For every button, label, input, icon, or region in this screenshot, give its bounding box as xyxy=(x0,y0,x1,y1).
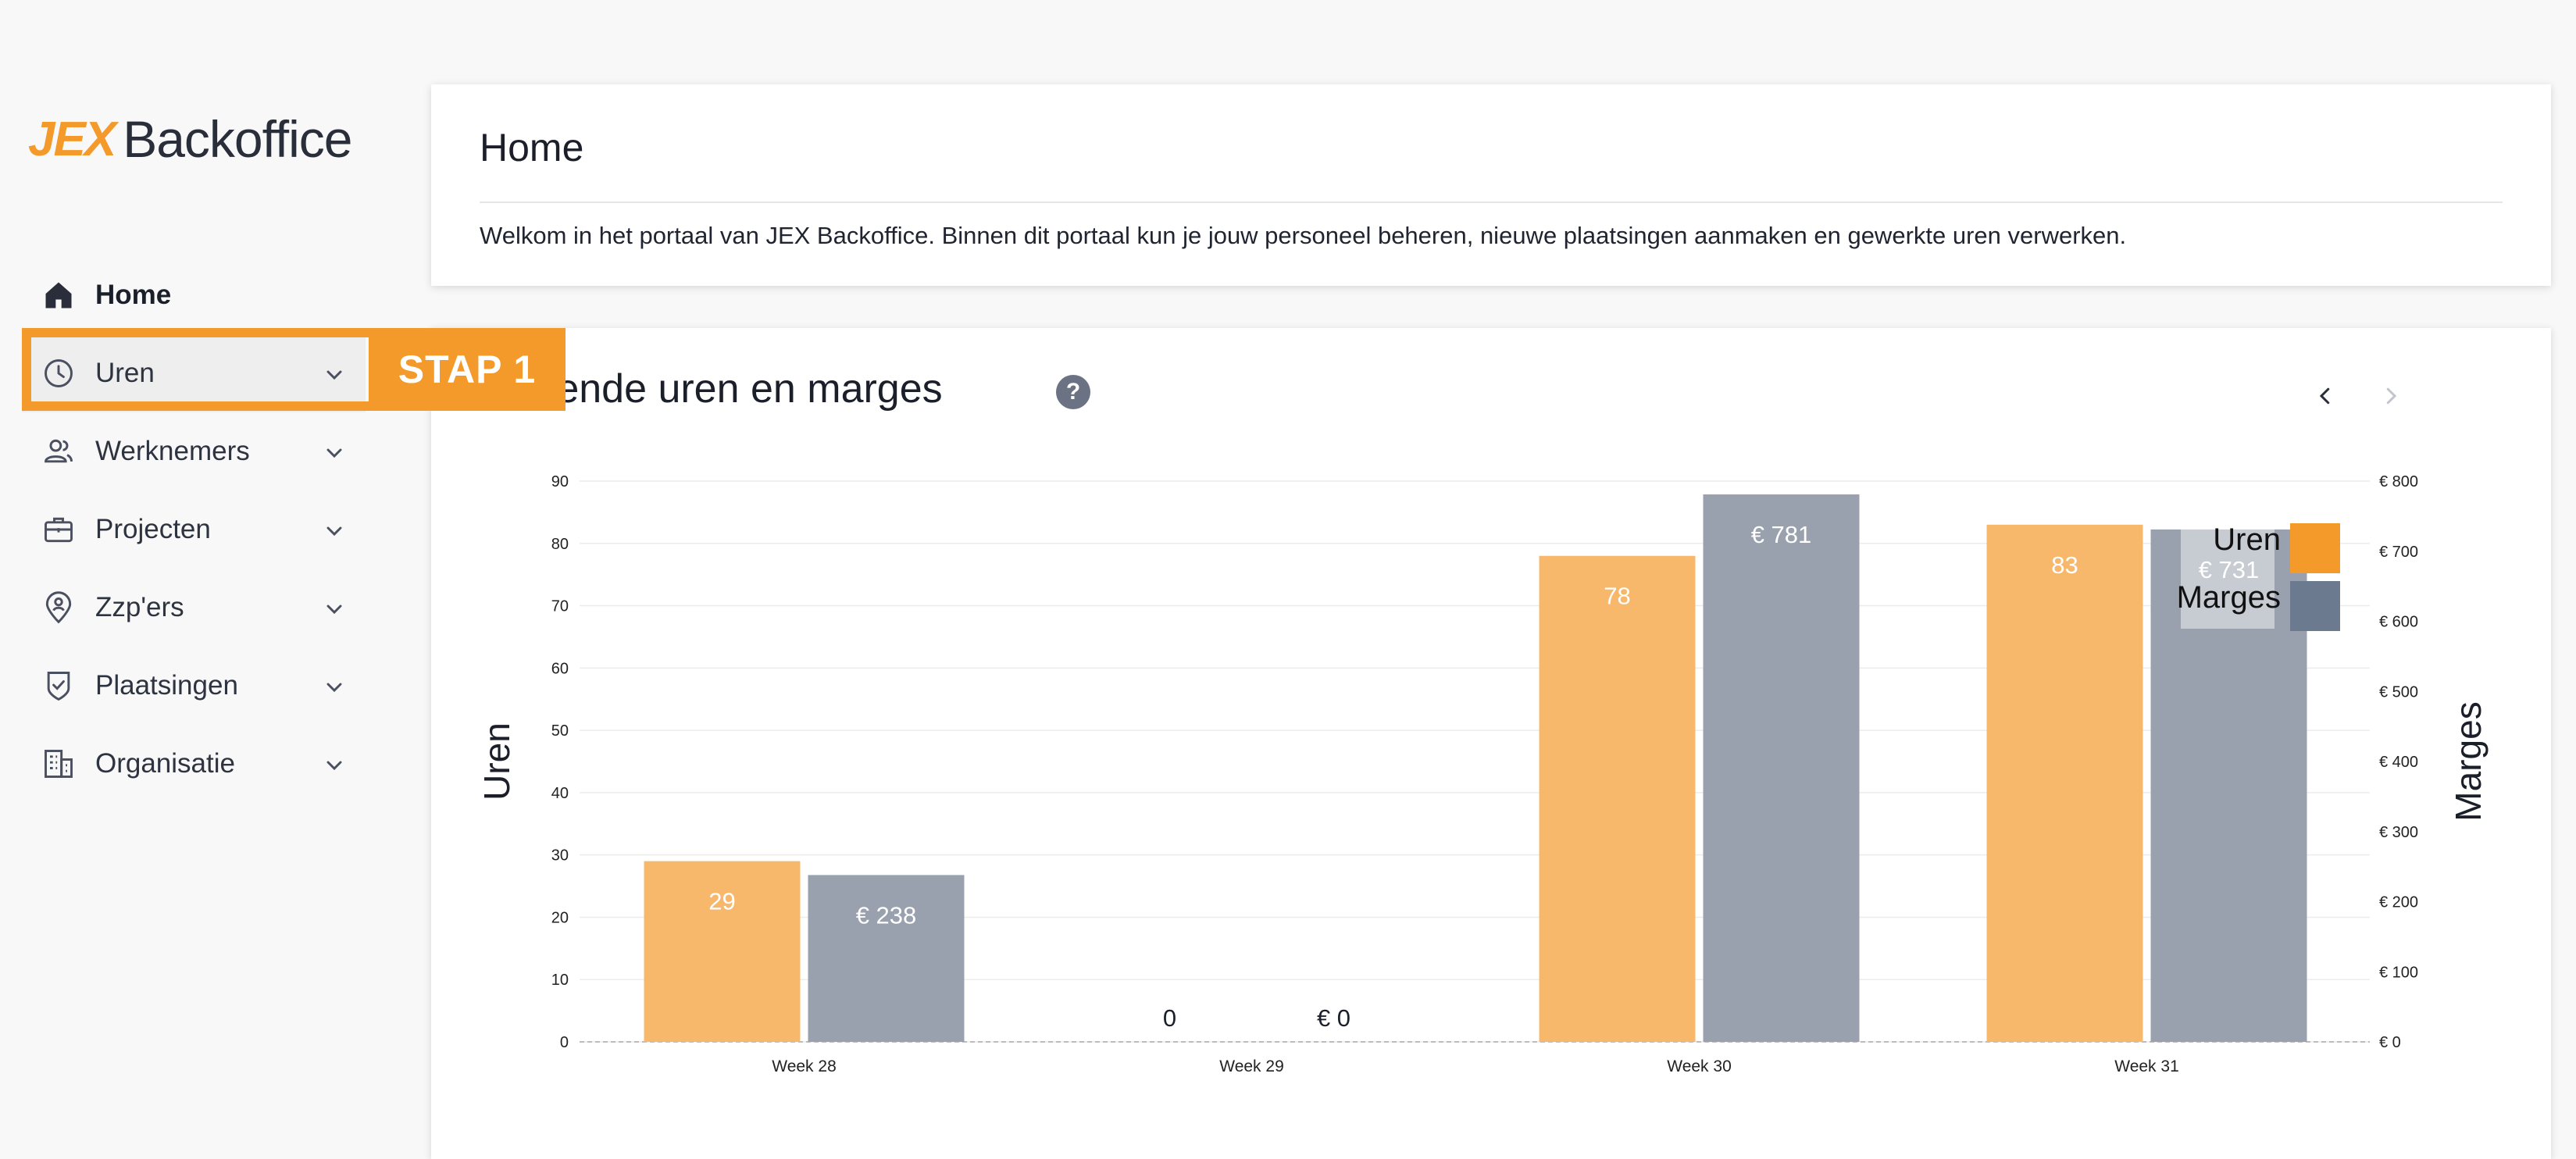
chevron-right-icon[interactable] xyxy=(2379,384,2403,408)
x-tick-label: Week 29 xyxy=(1219,1057,1284,1075)
chevron-left-icon[interactable] xyxy=(2314,384,2337,408)
bar-uren xyxy=(1539,555,1696,1042)
divider xyxy=(480,201,2503,203)
sidebar-item-label: Projecten xyxy=(95,514,211,544)
y2-tick-label: € 800 xyxy=(2379,473,2418,490)
legend-backdrop xyxy=(2181,519,2275,629)
page-title: Home xyxy=(480,126,584,169)
data-label-uren: 83 xyxy=(2051,551,2078,579)
users-icon xyxy=(41,433,77,469)
sidebar-item-organisatie[interactable]: Organisatie xyxy=(22,725,366,803)
sidebar-item-label: Zzp'ers xyxy=(95,592,184,622)
chart-card: gediende uren en marges ? 0 10 20 30 40 50 60 7… xyxy=(431,328,2551,1159)
chevron-down-icon[interactable] xyxy=(322,519,347,544)
chevron-down-icon[interactable] xyxy=(322,597,347,622)
welcome-card: Home Welkom in het portaal van JEX Backo… xyxy=(431,84,2551,286)
shield-check-icon xyxy=(41,668,77,704)
x-tick-label: Week 30 xyxy=(1667,1057,1732,1075)
data-label-marges: € 731 xyxy=(2199,556,2260,583)
bar-uren xyxy=(644,861,801,1042)
briefcase-icon xyxy=(41,512,77,547)
y-tick-label: 50 xyxy=(551,722,569,740)
y-tick-label: 40 xyxy=(551,785,569,802)
y2-tick-label: € 0 xyxy=(2379,1034,2401,1051)
app-logo[interactable]: JEX Backoffice xyxy=(28,108,353,170)
help-icon[interactable]: ? xyxy=(1056,375,1090,409)
y-tick-label: 30 xyxy=(551,847,569,865)
legend-swatch-uren xyxy=(2290,523,2340,573)
chevron-down-icon[interactable] xyxy=(322,753,347,778)
sidebar-item-projecten[interactable]: Projecten xyxy=(22,490,366,569)
sidebar-item-plaatsingen[interactable]: Plaatsingen xyxy=(22,647,366,725)
legend-label-marges: Marges xyxy=(2177,580,2281,615)
data-label-marges: € 0 xyxy=(1317,1004,1350,1032)
welcome-text: Welkom in het portaal van JEX Backoffice… xyxy=(480,222,2127,249)
sidebar-item-label: Organisatie xyxy=(95,748,235,779)
x-tick-label: Week 28 xyxy=(772,1057,837,1075)
clock-icon xyxy=(41,355,77,391)
y2-tick-label: € 100 xyxy=(2379,964,2418,981)
data-label-marges: € 238 xyxy=(856,901,917,929)
y2-tick-label: € 200 xyxy=(2379,894,2418,911)
logo-brand: JEX xyxy=(28,112,116,166)
bar-uren xyxy=(1986,524,2143,1042)
logo-product: Backoffice xyxy=(123,110,352,168)
y-tick-label: 0 xyxy=(560,1034,569,1051)
sidebar-item-label: Uren xyxy=(95,358,155,388)
y2-axis-title: Marges xyxy=(2448,701,2489,821)
bar-marges xyxy=(1703,494,1860,1042)
x-tick-label: Week 31 xyxy=(2114,1057,2179,1075)
hours-margins-chart: 0 10 20 30 40 50 60 70 80 90 € 0 € 100 € 200 € 300 € 4… xyxy=(476,473,2489,1075)
sidebar-item-label: Werknemers xyxy=(95,436,250,466)
data-label-uren: 78 xyxy=(1604,583,1630,610)
sidebar-item-werknemers[interactable]: Werknemers xyxy=(22,412,366,490)
sidebar-item-home[interactable]: Home xyxy=(22,256,366,334)
data-label-uren: 0 xyxy=(1163,1004,1176,1032)
y2-tick-label: € 700 xyxy=(2379,544,2418,561)
legend-label-uren: Uren xyxy=(2213,522,2281,557)
sidebar-item-uren[interactable]: Uren xyxy=(22,334,366,412)
chevron-down-icon[interactable] xyxy=(322,440,347,465)
y-tick-label: 90 xyxy=(551,473,569,490)
sidebar-nav: Home Uren Werknemers Projecten Zzp'ers P xyxy=(22,256,366,803)
y-axis-title: Uren xyxy=(476,722,517,801)
chevron-down-icon[interactable] xyxy=(322,362,347,387)
y2-tick-label: € 400 xyxy=(2379,754,2418,771)
y2-tick-label: € 600 xyxy=(2379,614,2418,631)
y2-tick-label: € 300 xyxy=(2379,824,2418,841)
y-tick-label: 70 xyxy=(551,598,569,615)
sidebar-item-zzpers[interactable]: Zzp'ers xyxy=(22,569,366,647)
y-tick-label: 20 xyxy=(551,909,569,926)
y-tick-label: 80 xyxy=(551,536,569,553)
bar-marges xyxy=(2150,529,2307,1042)
legend-swatch-marges xyxy=(2290,581,2340,631)
data-label-marges: € 781 xyxy=(1751,521,1812,548)
tutorial-step-badge: STAP 1 xyxy=(369,328,566,411)
home-icon xyxy=(41,277,77,313)
location-person-icon xyxy=(41,590,77,626)
y2-tick-label: € 500 xyxy=(2379,683,2418,701)
bar-marges xyxy=(808,875,965,1042)
building-icon xyxy=(41,746,77,782)
data-label-uren: 29 xyxy=(708,888,735,915)
y-tick-label: 60 xyxy=(551,660,569,677)
y-tick-label: 10 xyxy=(551,972,569,989)
sidebar-item-label: Plaatsingen xyxy=(95,670,238,701)
chevron-down-icon[interactable] xyxy=(322,675,347,700)
sidebar-item-label: Home xyxy=(95,280,172,310)
